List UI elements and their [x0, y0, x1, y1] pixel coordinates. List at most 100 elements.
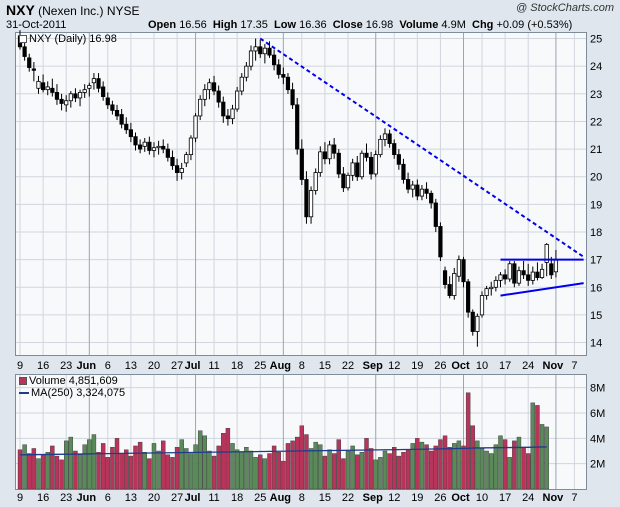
volume-bar: [452, 443, 457, 490]
candle-body: [512, 263, 517, 284]
candle-body: [410, 184, 415, 190]
candle-body: [359, 152, 364, 178]
volume-bar: [276, 452, 281, 490]
x-tick-label: Jul: [185, 360, 201, 372]
volume-tick-label: 8M: [590, 383, 605, 395]
candle-body: [147, 141, 152, 151]
candle-body: [184, 154, 189, 164]
volume-bar: [151, 443, 157, 490]
volume-bar: [285, 443, 291, 490]
x-tick-label: 22: [342, 360, 354, 372]
volume-bar: [544, 426, 549, 490]
volume-bar: [262, 458, 268, 490]
volume-bar: [313, 441, 318, 490]
x-tick-label: 6: [105, 492, 111, 504]
volume-bar: [405, 449, 411, 490]
candle-body: [276, 64, 281, 75]
volume-bar: [415, 438, 420, 490]
price-panel: [15, 32, 587, 356]
candle-body: [295, 104, 300, 150]
volume-bar: [211, 455, 217, 490]
candle-body: [355, 162, 360, 178]
volume-bar: [479, 448, 485, 490]
ticker-symbol: NXY: [6, 2, 35, 18]
price-tick-label: 16: [590, 282, 602, 294]
candle-body: [193, 115, 198, 139]
candle-body: [170, 156, 175, 167]
high-label: High: [212, 19, 238, 31]
candle-body: [447, 284, 452, 296]
volume-bar: [327, 449, 332, 490]
candle-body: [36, 80, 41, 89]
candle-body: [225, 115, 230, 120]
candle-body: [461, 259, 466, 283]
candle-body: [433, 202, 438, 227]
candle-body: [470, 311, 475, 332]
candle-body: [521, 270, 526, 276]
candle-body: [299, 148, 304, 180]
candle-body: [332, 144, 337, 154]
volume-bar: [378, 457, 383, 490]
candle-body: [87, 85, 92, 89]
x-tick-label: Jun: [77, 492, 97, 504]
volume-bar: [133, 445, 138, 490]
x-tick-label: 11: [208, 360, 219, 372]
candle-body: [133, 136, 138, 146]
candle-body: [382, 133, 388, 140]
candle-body: [142, 141, 147, 147]
chart-title: NXY (Nexen Inc.) NYSE: [6, 2, 140, 18]
volume-bar: [40, 454, 46, 490]
high-value: 17.35: [240, 19, 268, 31]
x-tick-label: 22: [342, 492, 354, 504]
candle-body: [466, 281, 471, 313]
candle-body: [429, 192, 434, 204]
volume-bar: [521, 447, 526, 490]
candle-body: [59, 98, 64, 104]
volume-bar: [507, 457, 512, 490]
volume-bar: [461, 445, 466, 490]
x-tick-label: 12: [388, 492, 400, 504]
candle-body: [415, 184, 420, 197]
x-tick-label: 13: [125, 360, 137, 372]
candle-body: [161, 145, 166, 150]
volume-bar: [299, 425, 305, 490]
trendlines: [259, 37, 585, 297]
volume-bar: [295, 436, 300, 490]
volume-bar: [170, 457, 175, 490]
x-tick-label: 23: [60, 360, 72, 372]
volume-bar: [73, 450, 78, 490]
candle-body: [419, 188, 425, 197]
x-tick-label: 16: [37, 360, 49, 372]
candle-body: [535, 271, 540, 279]
candle-body: [396, 154, 401, 165]
volume-value: 4.9M: [441, 19, 466, 31]
x-tick-label: 19: [411, 360, 423, 372]
price-tick-label: 15: [590, 310, 602, 322]
x-tick-label: 20: [148, 492, 160, 504]
candle-body: [539, 268, 545, 279]
candle-body: [64, 100, 69, 106]
volume-bar: [87, 439, 92, 490]
volume-bar: [267, 453, 272, 490]
price-grid: [16, 33, 586, 355]
candle-body: [544, 244, 549, 263]
x-tick-label: Aug: [270, 360, 291, 372]
volume-bar: [239, 452, 244, 490]
volume-bar: [438, 439, 443, 490]
volume-bar: [424, 444, 429, 490]
volume-bar: [128, 455, 134, 490]
candle-body: [258, 46, 263, 55]
volume-bar: [447, 447, 452, 490]
candle-body: [216, 90, 221, 103]
volume-bar: [368, 448, 374, 490]
price-tick-label: 25: [590, 34, 602, 46]
close-value: 16.98: [365, 19, 394, 31]
volume-bar: [419, 441, 425, 490]
x-tick-label: 27: [171, 492, 183, 504]
candle-body: [484, 288, 489, 296]
trendline: [500, 282, 584, 297]
volume-bar: [304, 434, 309, 490]
price-tick-label: 20: [590, 172, 602, 184]
x-tick-label: 18: [231, 360, 243, 372]
